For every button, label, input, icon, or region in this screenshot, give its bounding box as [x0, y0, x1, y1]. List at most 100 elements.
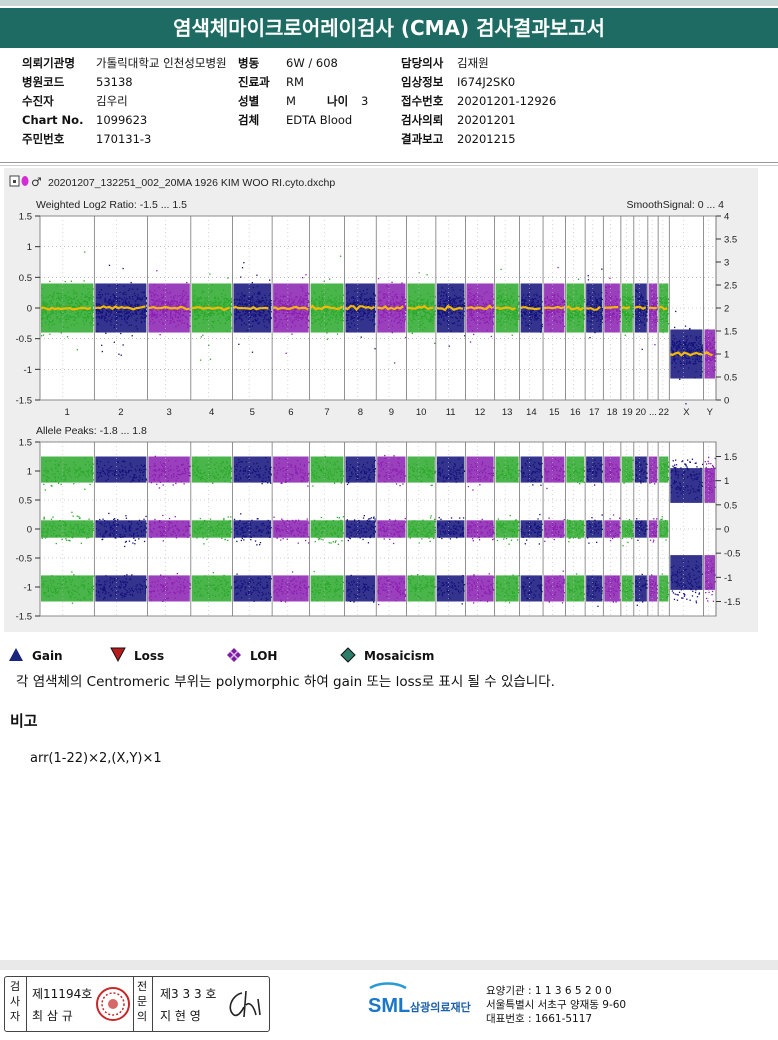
- probe-point: [646, 320, 648, 322]
- probe-point: [656, 303, 658, 305]
- probe-point: [667, 323, 669, 325]
- probe-point: [542, 323, 544, 326]
- probe-point: [587, 275, 589, 277]
- probe-point: [632, 316, 634, 318]
- info-value: 1099623: [96, 113, 148, 127]
- probe-point: [285, 352, 287, 354]
- probe-point: [326, 338, 328, 340]
- male-symbol-icon: ♂: [31, 175, 42, 189]
- probe-point: [619, 312, 621, 315]
- probe-point: [360, 336, 362, 338]
- info-label: 결과보고: [401, 132, 444, 146]
- probe-point: [391, 332, 393, 334]
- probe-point: [243, 262, 245, 264]
- probe-point: [473, 333, 475, 336]
- probe-point: [702, 350, 704, 352]
- smooth-signal-line: [604, 305, 619, 310]
- info-value: 6W / 608: [286, 56, 338, 70]
- probe-point: [434, 310, 436, 312]
- probe-point: [587, 279, 590, 281]
- probe-point: [270, 300, 272, 302]
- probe-point: [619, 298, 622, 300]
- probe-point: [231, 314, 233, 316]
- probe-point: [714, 354, 716, 356]
- probe-point: [518, 295, 520, 298]
- probe-point: [122, 344, 124, 346]
- probe-point: [251, 351, 254, 353]
- chromosome-label: 1: [65, 407, 70, 418]
- smooth-signal-line: [565, 305, 585, 312]
- cma-plot: ♂ 20201207_132251_002_20MA 1926 KIM WOO …: [9, 175, 740, 623]
- probe-point: [120, 332, 122, 335]
- probe-point: [602, 298, 604, 301]
- probe-point: [49, 333, 51, 335]
- smooth-signal-line: [407, 304, 434, 310]
- probe-point: [589, 337, 591, 339]
- probe-point: [146, 310, 148, 312]
- probe-point: [113, 341, 115, 343]
- probe-point: [411, 332, 413, 334]
- probe-point: [619, 315, 621, 317]
- probe-point: [209, 273, 211, 275]
- probe-point: [714, 349, 716, 351]
- probe-point: [541, 301, 543, 303]
- probe-point: [49, 280, 51, 283]
- probe-point: [405, 301, 407, 303]
- y-tick-label-right: 0: [724, 396, 729, 407]
- y-tick-label-right: 2: [724, 304, 729, 315]
- probe-point: [518, 308, 520, 310]
- probe-point: [251, 282, 253, 284]
- probe-point: [646, 308, 648, 310]
- info-label: 의뢰기관명: [22, 56, 75, 70]
- y-tick-label-right: 1.5: [724, 327, 737, 338]
- smooth-signal-line: [436, 304, 464, 312]
- probe-point: [656, 308, 659, 310]
- probe-point: [199, 359, 202, 361]
- info-value: 20201215: [457, 132, 516, 146]
- probe-point: [646, 318, 648, 320]
- probe-point: [602, 308, 604, 310]
- probe-point: [42, 334, 45, 336]
- probe-point: [594, 331, 596, 334]
- probe-point: [518, 303, 520, 305]
- probe-point: [231, 298, 233, 300]
- smooth-signal-line: [95, 305, 146, 311]
- probe-point: [434, 342, 436, 344]
- probe-point: [343, 311, 345, 313]
- smooth-signal-line: [344, 305, 376, 312]
- probe-point: [518, 315, 520, 317]
- info-value: I674J2SK0: [457, 75, 516, 89]
- smooth-signal-line: [520, 306, 541, 311]
- smooth-signal-line: [377, 305, 404, 311]
- probe-point: [646, 300, 648, 302]
- probe-point: [120, 354, 122, 356]
- probe-point: [308, 293, 310, 295]
- probe-point: [511, 334, 513, 336]
- probe-point: [377, 277, 380, 280]
- probe-point: [714, 352, 716, 354]
- probe-point: [156, 270, 158, 272]
- chromosome-label: 14: [526, 407, 537, 418]
- probe-point: [405, 305, 407, 307]
- probe-point: [493, 316, 495, 318]
- probe-point: [308, 301, 310, 303]
- probe-point: [405, 336, 407, 339]
- y-tick-label: -1: [24, 365, 32, 376]
- probe-point: [93, 324, 95, 326]
- probe-point: [41, 335, 43, 337]
- info-label: 주민번호: [22, 132, 65, 146]
- probe-point: [326, 332, 328, 334]
- probe-point: [323, 280, 325, 282]
- probe-point: [563, 300, 566, 302]
- probe-point: [434, 304, 436, 307]
- probe-point: [122, 267, 124, 270]
- probe-point: [76, 349, 78, 351]
- probe-point: [101, 344, 103, 346]
- probe-point: [601, 318, 604, 320]
- chromosome-label: 12: [475, 407, 486, 418]
- chromosome-label: Y: [707, 407, 714, 418]
- probe-point: [208, 344, 210, 346]
- chromosome-label: 3: [166, 407, 171, 418]
- y-tick-label: 0.5: [19, 273, 32, 284]
- top-panel-label: Weighted Log2 Ratio: -1.5 ... 1.5: [36, 199, 187, 211]
